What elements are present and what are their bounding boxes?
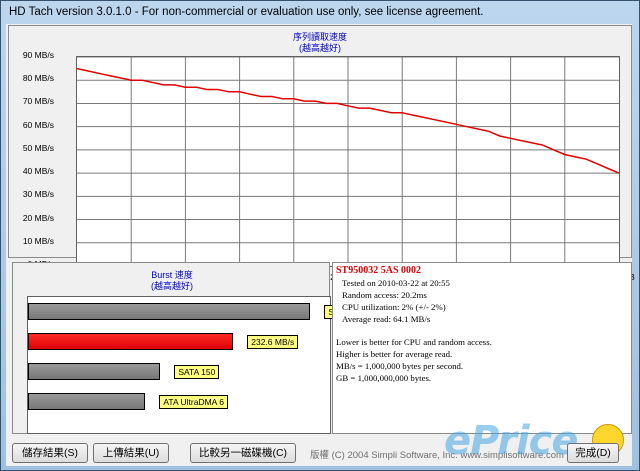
burst-bar (28, 363, 161, 380)
done-button[interactable]: 完成(D) (567, 443, 619, 463)
burst-bar (28, 393, 146, 410)
y-tick-label: 80 MB/s (22, 73, 54, 84)
y-tick-label: 30 MB/s (22, 189, 54, 200)
y-tick-label: 40 MB/s (22, 166, 54, 177)
average-read-text: Average read: 64.1 MB/s (342, 314, 431, 324)
note-mbs-definition: MB/s = 1,000,000 bytes per second. (336, 361, 464, 371)
title-bar[interactable]: HD Tach version 3.0.1.0 - For non-commer… (1, 1, 639, 25)
note-higher-better: Higher is better for average read. (336, 349, 453, 359)
y-tick-label: 50 MB/s (22, 142, 54, 153)
read-graph-plot (76, 56, 620, 267)
eprice-watermark: ePrice (444, 418, 578, 464)
note-lower-better: Lower is better for CPU and random acces… (336, 337, 492, 347)
burst-bar-label: 232.6 MB/s (247, 335, 299, 349)
drive-model: ST950032 5AS 0002 (336, 265, 422, 276)
copyright-text: 版權 (C) 2004 Simpli Software, Inc. www.si… (310, 450, 564, 461)
burst-graph-title: Burst 速度 (151, 270, 193, 280)
save-results-button[interactable]: 儲存結果(S) (12, 443, 88, 463)
burst-graph-panel: Burst 速度 (越高越好) SCSI Ultra320232.6 MB/sS… (12, 262, 387, 434)
window-title: HD Tach version 3.0.1.0 - For non-commer… (9, 6, 484, 18)
burst-graph-subtitle: (越高越好) (151, 281, 193, 291)
random-access-text: Random access: 20.2ms (342, 290, 427, 300)
note-gb-definition: GB = 1,000,000,000 bytes. (336, 373, 432, 383)
burst-bar (28, 333, 234, 350)
y-tick-label: 20 MB/s (22, 212, 54, 223)
cpu-utilization-text: CPU utilization: 2% (+/- 2%) (342, 302, 446, 312)
upload-results-button[interactable]: 上傳結果(U) (93, 443, 169, 463)
read-graph-svg (76, 56, 620, 266)
read-graph-panel: 序列讀取速度 (越高越好) 90 MB/s 80 MB/s 70 MB/s 60 MB… (8, 25, 635, 282)
burst-bar-label: SATA 150 (174, 365, 220, 379)
y-tick-label: 60 MB/s (22, 119, 54, 130)
y-tick-label: 10 MB/s (22, 235, 54, 246)
read-graph-title: 序列讀取速度 (292, 32, 347, 42)
compare-drive-button[interactable]: 比較另一磁碟機(C) (190, 443, 296, 463)
read-speed-line (76, 67, 620, 174)
y-tick-label: 70 MB/s (22, 96, 54, 107)
burst-bar-label: ATA UltraDMA 6 (159, 395, 228, 409)
results-info-panel: ST950032 5AS 0002 Tested on 2010-03-22 a… (332, 262, 632, 434)
y-tick-label: 90 MB/s (22, 50, 54, 60)
tested-on-text: Tested on 2010-03-22 at 20:55 (342, 278, 450, 288)
read-graph-subtitle: (越高越好) (299, 43, 341, 53)
burst-bar (28, 303, 311, 320)
